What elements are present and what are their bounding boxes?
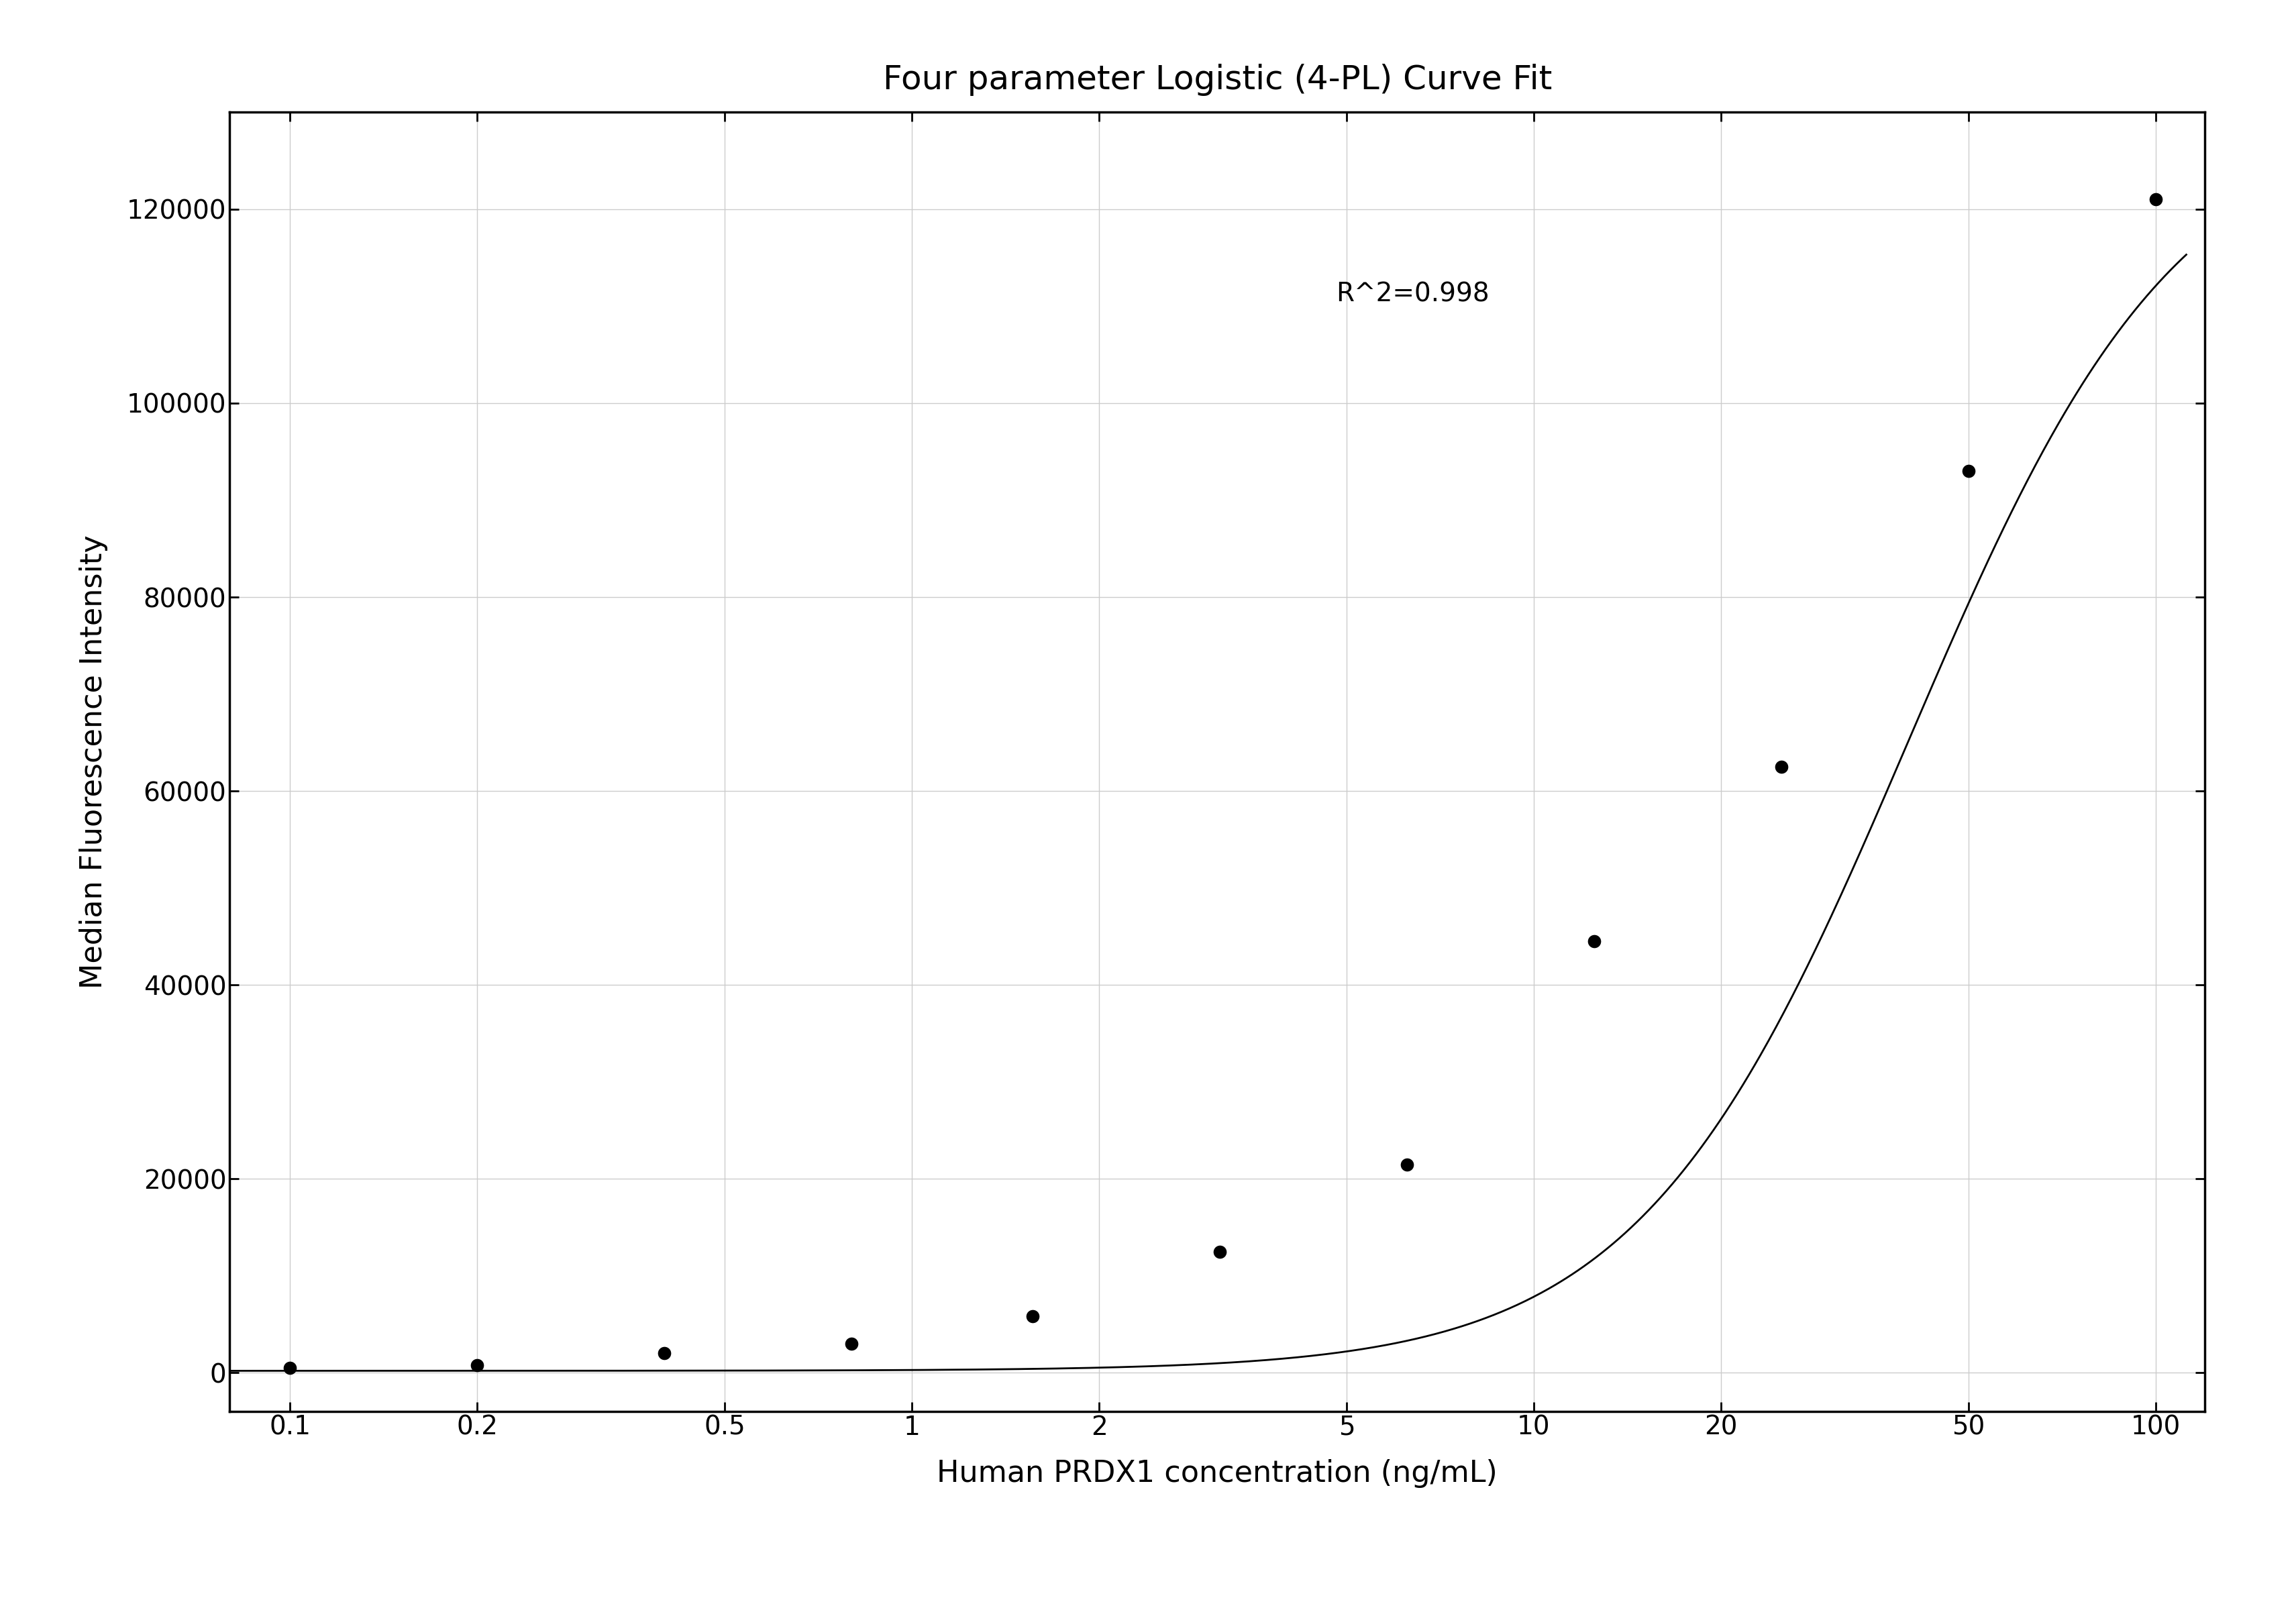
Text: R^2=0.998: R^2=0.998 xyxy=(1336,281,1488,306)
Y-axis label: Median Fluorescence Intensity: Median Fluorescence Intensity xyxy=(78,534,108,990)
Title: Four parameter Logistic (4-PL) Curve Fit: Four parameter Logistic (4-PL) Curve Fit xyxy=(882,64,1552,96)
Point xyxy=(1763,754,1800,780)
Point xyxy=(1015,1304,1052,1330)
Point xyxy=(833,1331,870,1357)
Point xyxy=(2138,186,2174,212)
Point xyxy=(1389,1152,1426,1177)
Point xyxy=(271,1355,308,1381)
Point xyxy=(459,1352,496,1378)
Point xyxy=(1575,929,1612,954)
Point xyxy=(1949,459,1986,484)
X-axis label: Human PRDX1 concentration (ng/mL): Human PRDX1 concentration (ng/mL) xyxy=(937,1460,1497,1489)
Point xyxy=(1201,1238,1238,1264)
Point xyxy=(645,1341,682,1367)
